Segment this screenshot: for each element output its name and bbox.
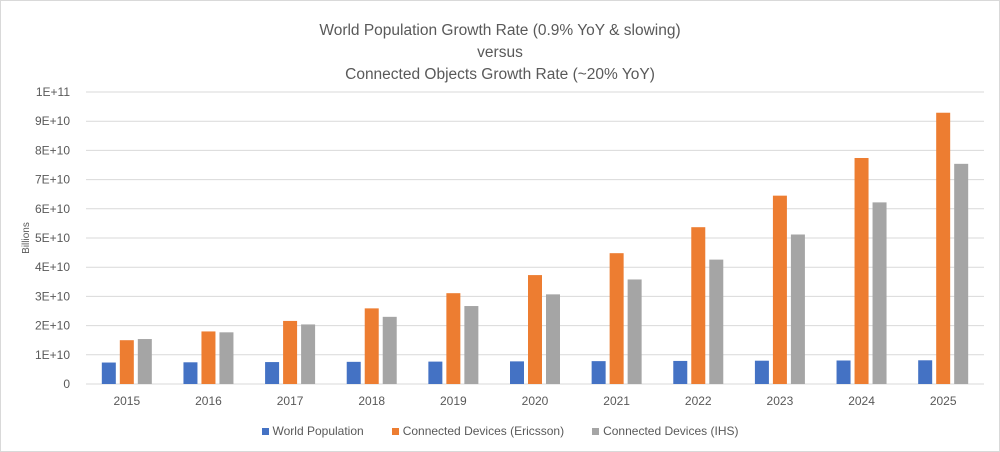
bars — [101, 112, 969, 385]
x-tick-label: 2017 — [277, 394, 304, 408]
legend-item: Connected Devices (Ericsson) — [391, 424, 565, 438]
bar-world-population-2022 — [673, 360, 688, 384]
bar-world-population-2017 — [265, 362, 280, 384]
x-tick-label: 2023 — [767, 394, 794, 408]
bar-connected-devices-ihs-2017 — [301, 324, 316, 384]
legend-item: Connected Devices (IHS) — [592, 424, 738, 438]
bar-connected-devices-ihs-2015 — [137, 339, 152, 384]
y-tick-label: 1E+11 — [36, 85, 70, 99]
y-tick-label: 9E+10 — [35, 114, 70, 128]
legend-swatch — [391, 427, 399, 435]
bar-connected-devices-ihs-2022 — [709, 259, 724, 384]
bar-connected-devices-ihs-2024 — [872, 202, 887, 384]
bar-connected-devices-ihs-2020 — [546, 294, 560, 384]
bar-connected-devices-ericsson-2015 — [119, 340, 134, 384]
x-tick-label: 2022 — [685, 394, 712, 408]
y-tick-label: 5E+10 — [35, 231, 70, 245]
bar-world-population-2021 — [591, 361, 606, 384]
bar-connected-devices-ericsson-2024 — [854, 157, 869, 384]
y-tick-label: 0 — [63, 377, 70, 391]
y-axis-label: Billions — [21, 222, 32, 254]
y-axis: 0 1E+10 2E+10 3E+10 4E+10 5E+10 6E+10 7E+10 8E+1… — [35, 85, 70, 391]
x-tick-label: 2019 — [440, 394, 467, 408]
x-tick-label: 2016 — [195, 394, 222, 408]
legend-label: World Population — [272, 424, 364, 438]
bar-connected-devices-ihs-2025 — [954, 163, 969, 384]
bar-connected-devices-ihs-2019 — [464, 306, 479, 384]
bar-connected-devices-ericsson-2016 — [201, 331, 216, 384]
bar-connected-devices-ihs-2023 — [790, 234, 805, 384]
x-tick-label: 2018 — [358, 394, 385, 408]
y-tick-label: 7E+10 — [35, 173, 70, 187]
x-tick-label: 2015 — [113, 394, 140, 408]
legend-item: World Population — [261, 424, 364, 438]
y-tick-label: 6E+10 — [35, 202, 70, 216]
bar-world-population-2016 — [183, 362, 198, 384]
chart-title-line-3: Connected Objects Growth Rate (~20% YoY) — [345, 66, 655, 83]
bar-connected-devices-ihs-2016 — [219, 332, 234, 384]
y-tick-label: 8E+10 — [35, 143, 70, 157]
bar-connected-devices-ihs-2018 — [382, 316, 397, 384]
bar-connected-devices-ericsson-2018 — [364, 308, 379, 384]
chart-title-line-1: World Population Growth Rate (0.9% YoY &… — [319, 22, 681, 39]
bar-connected-devices-ericsson-2021 — [609, 253, 624, 384]
bar-connected-devices-ericsson-2020 — [528, 275, 542, 384]
chart-title: World Population Growth Rate (0.9% YoY &… — [0, 20, 1000, 86]
bar-connected-devices-ericsson-2023 — [772, 195, 787, 384]
x-axis: 2015 2016 2017 2018 2019 2020 2021 2022 2023 2024… — [113, 394, 956, 408]
y-tick-label: 1E+10 — [35, 348, 70, 362]
x-tick-label: 2021 — [603, 394, 630, 408]
legend: World Population Connected Devices (Erics… — [0, 424, 1000, 438]
legend-swatch — [261, 427, 269, 435]
bar-world-population-2019 — [428, 361, 443, 384]
legend-label: Connected Devices (Ericsson) — [402, 424, 565, 438]
chart-title-line-2: versus — [477, 44, 523, 61]
bar-world-population-2020 — [510, 361, 524, 384]
bar-connected-devices-ericsson-2017 — [283, 320, 298, 384]
bar-world-population-2024 — [836, 360, 851, 384]
x-tick-label: 2025 — [930, 394, 957, 408]
y-tick-label: 4E+10 — [35, 260, 70, 274]
bar-connected-devices-ericsson-2022 — [691, 227, 706, 384]
bar-world-population-2018 — [346, 361, 361, 384]
bar-connected-devices-ericsson-2025 — [936, 112, 951, 385]
bar-world-population-2015 — [101, 362, 116, 384]
legend-label: Connected Devices (IHS) — [603, 424, 739, 438]
bar-connected-devices-ericsson-2019 — [446, 293, 461, 384]
bar-world-population-2023 — [754, 360, 769, 384]
bar-connected-devices-ihs-2021 — [627, 279, 642, 384]
y-tick-label: 3E+10 — [35, 289, 70, 303]
x-tick-label: 2024 — [848, 394, 875, 408]
y-tick-label: 2E+10 — [35, 319, 70, 333]
x-tick-label: 2020 — [522, 394, 549, 408]
legend-swatch — [592, 427, 600, 435]
bar-world-population-2025 — [918, 360, 933, 384]
